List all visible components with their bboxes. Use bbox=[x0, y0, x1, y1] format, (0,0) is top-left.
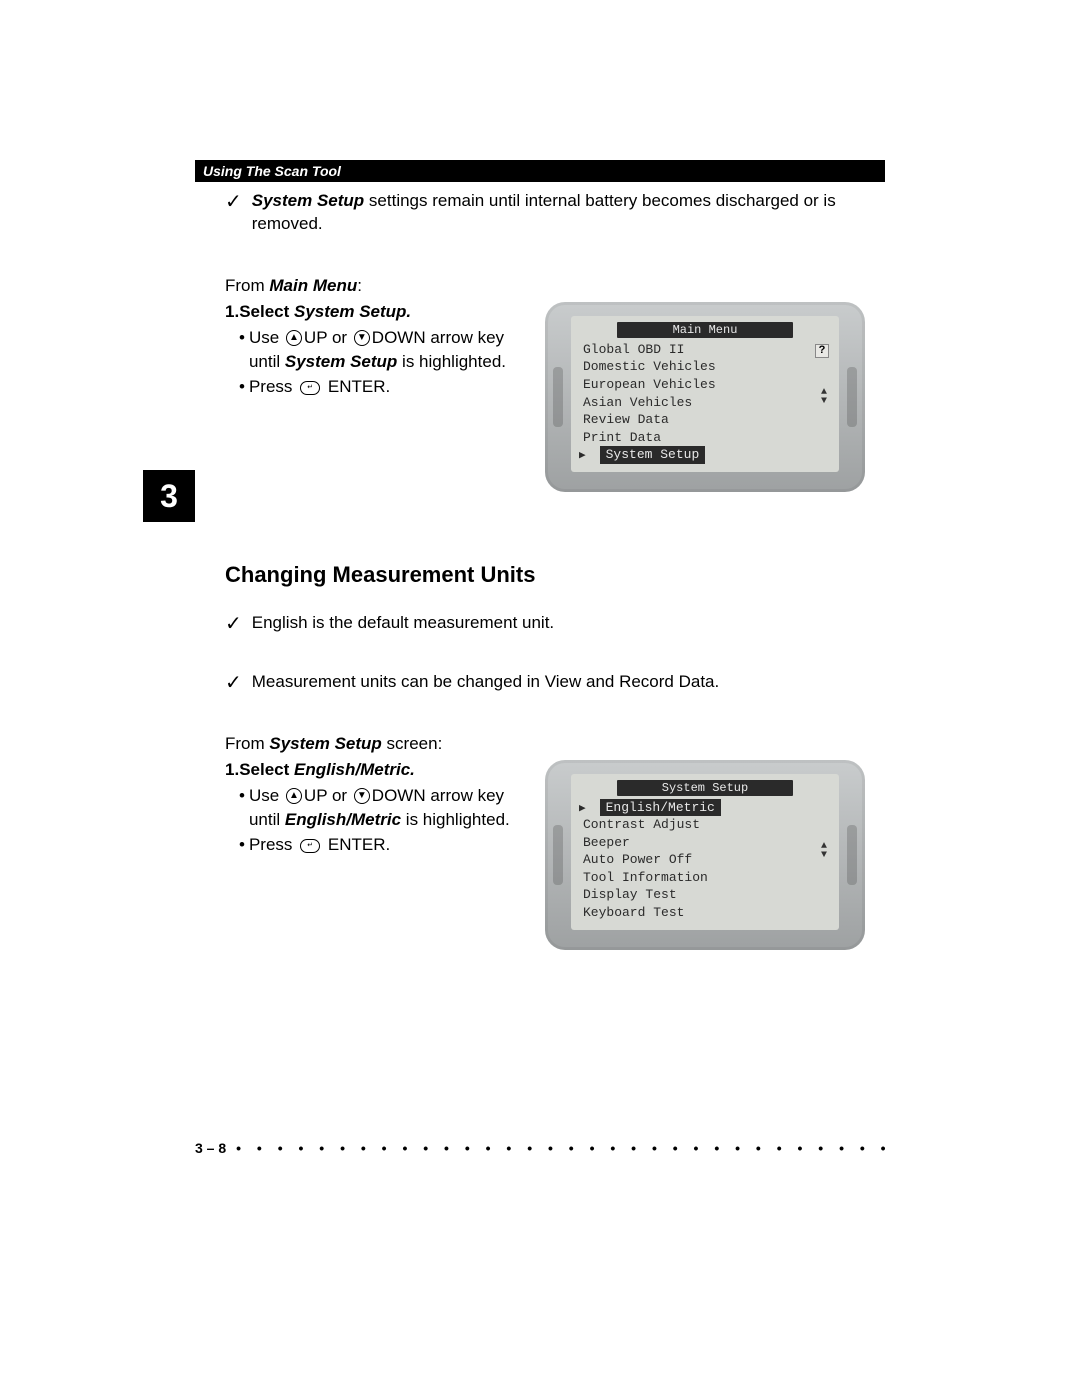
from-line: From Main Menu: bbox=[225, 276, 885, 296]
menu-item: Asian Vehicles bbox=[579, 394, 831, 412]
scroll-indicator-icon: ▲▼ bbox=[821, 388, 827, 406]
note-row: ✓ Measurement units can be changed in Vi… bbox=[225, 671, 885, 694]
enter-button-icon: ↵ bbox=[300, 381, 320, 395]
page-content: Using The Scan Tool ✓ System Setup setti… bbox=[195, 160, 885, 950]
note-text: Measurement units can be changed in View… bbox=[252, 671, 719, 694]
device-screenshot: System Setup ▲▼ ▶ English/Metric Contras… bbox=[545, 760, 865, 950]
screen-title: System Setup bbox=[617, 780, 793, 796]
check-icon: ✓ bbox=[225, 614, 242, 634]
bullet-item: • Press ↵ ENTER. bbox=[239, 833, 525, 857]
down-arrow-icon: ▼ bbox=[354, 330, 370, 346]
pointer-icon: ▶ bbox=[579, 448, 586, 462]
from-line: From System Setup screen: bbox=[225, 734, 885, 754]
bullet-item: • Press ↵ ENTER. bbox=[239, 375, 525, 399]
menu-item: Print Data bbox=[579, 429, 831, 447]
menu-item: Global OBD II bbox=[579, 341, 831, 359]
instruction-column: 1.Select English/Metric. • Use ▲UP or ▼D… bbox=[225, 760, 525, 859]
menu-item: Contrast Adjust bbox=[579, 816, 831, 834]
up-arrow-icon: ▲ bbox=[286, 330, 302, 346]
bullet-item: • Use ▲UP or ▼DOWN arrow key until Syste… bbox=[239, 326, 525, 374]
note-row: ✓ System Setup settings remain until int… bbox=[225, 190, 885, 236]
note-text: System Setup settings remain until inter… bbox=[252, 190, 885, 236]
note-row: ✓ English is the default measurement uni… bbox=[225, 612, 885, 635]
step-heading: 1.Select English/Metric. bbox=[225, 760, 525, 780]
menu-item: Tool Information bbox=[579, 869, 831, 887]
menu-item: Auto Power Off bbox=[579, 851, 831, 869]
menu-item: Domestic Vehicles bbox=[579, 358, 831, 376]
pointer-icon: ▶ bbox=[579, 801, 586, 815]
note-text: English is the default measurement unit. bbox=[252, 612, 554, 635]
instruction-column: 1.Select System Setup. • Use ▲UP or ▼DOW… bbox=[225, 302, 525, 401]
page-footer: 3 – 8 • • • • • • • • • • • • • • • • • … bbox=[195, 1140, 885, 1156]
section-header: Using The Scan Tool bbox=[195, 160, 885, 182]
enter-button-icon: ↵ bbox=[300, 839, 320, 853]
device-screenshot: Main Menu ? ▲▼ Global OBD II Domestic Ve… bbox=[545, 302, 865, 492]
scroll-indicator-icon: ▲▼ bbox=[821, 842, 827, 860]
chapter-badge: 3 bbox=[143, 470, 195, 522]
section-heading: Changing Measurement Units bbox=[225, 562, 885, 588]
help-icon: ? bbox=[815, 344, 829, 358]
menu-item: European Vehicles bbox=[579, 376, 831, 394]
bullet-item: • Use ▲UP or ▼DOWN arrow key until Engli… bbox=[239, 784, 525, 832]
screen-title: Main Menu bbox=[617, 322, 793, 338]
footer-dots: • • • • • • • • • • • • • • • • • • • • … bbox=[236, 1140, 885, 1156]
step-heading: 1.Select System Setup. bbox=[225, 302, 525, 322]
down-arrow-icon: ▼ bbox=[354, 788, 370, 804]
page-number: 3 – 8 bbox=[195, 1140, 226, 1156]
check-icon: ✓ bbox=[225, 673, 242, 693]
menu-item-selected: English/Metric bbox=[600, 799, 721, 817]
menu-item: Display Test bbox=[579, 886, 831, 904]
menu-item: Keyboard Test bbox=[579, 904, 831, 922]
menu-item: Beeper bbox=[579, 834, 831, 852]
menu-item: Review Data bbox=[579, 411, 831, 429]
check-icon: ✓ bbox=[225, 192, 242, 212]
up-arrow-icon: ▲ bbox=[286, 788, 302, 804]
menu-item-selected: System Setup bbox=[600, 446, 706, 464]
